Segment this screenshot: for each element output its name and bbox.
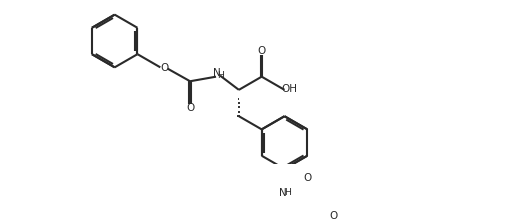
- Text: N: N: [279, 188, 287, 198]
- Text: OH: OH: [282, 84, 298, 94]
- Text: O: O: [303, 173, 312, 183]
- Text: H: H: [284, 188, 290, 197]
- Text: O: O: [258, 46, 266, 56]
- Text: N: N: [213, 68, 221, 78]
- Text: H: H: [216, 71, 223, 80]
- Text: O: O: [329, 211, 338, 221]
- Text: O: O: [186, 103, 194, 113]
- Text: O: O: [160, 63, 168, 73]
